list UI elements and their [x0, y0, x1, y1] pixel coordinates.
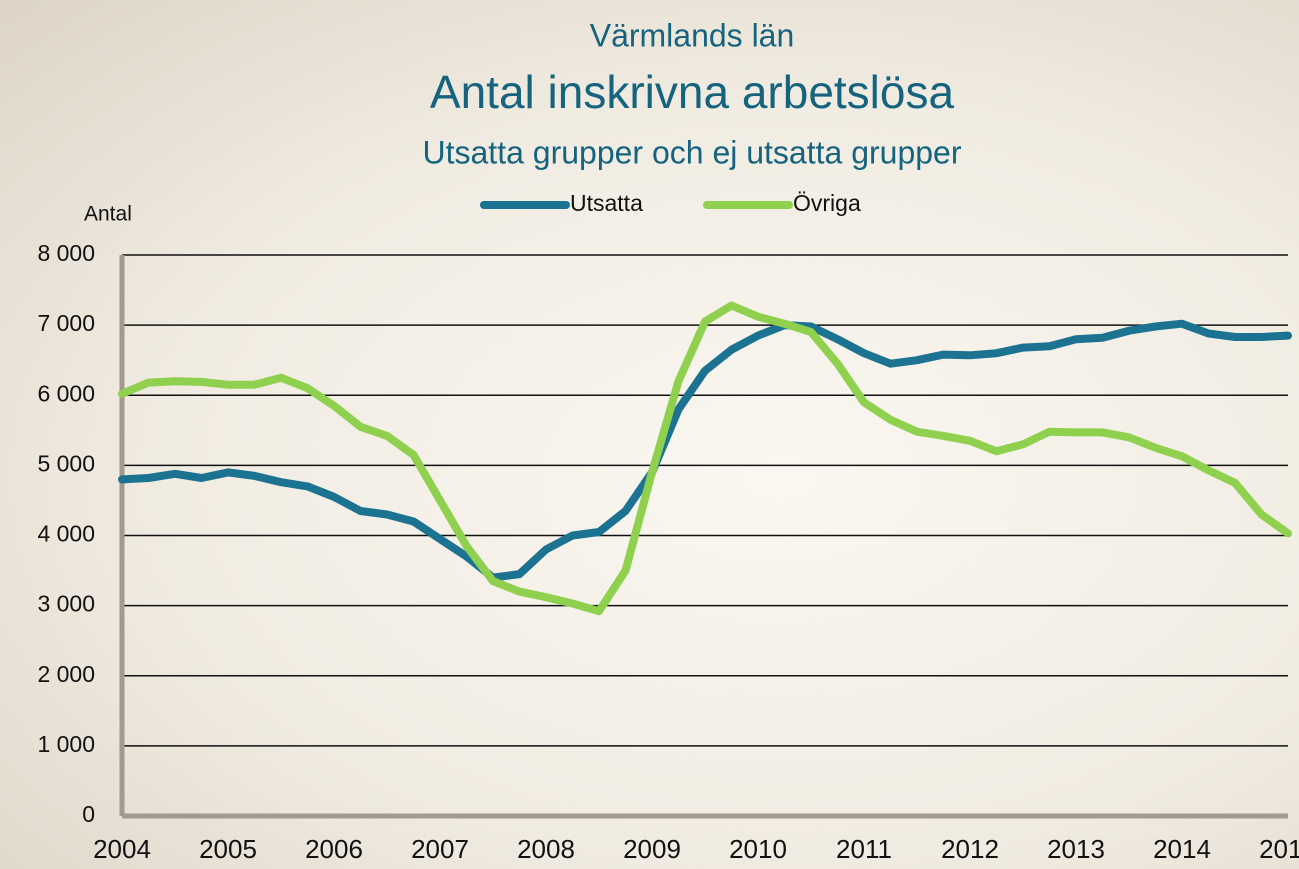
y-tick-label: 0 [82, 801, 95, 827]
x-tick-label: 2004 [93, 834, 151, 864]
y-tick-label: 5 000 [37, 450, 95, 476]
x-tick-label: 2011 [836, 834, 892, 864]
legend-label: Övriga [793, 190, 861, 216]
x-tick-label: 2009 [623, 834, 681, 864]
line-series [118, 301, 1292, 616]
y-tick-label: 8 000 [37, 240, 95, 266]
legend-label: Utsatta [570, 190, 643, 216]
x-tick-label: 2015 [1259, 834, 1299, 864]
chart-supertitle: Värmlands län [590, 17, 795, 53]
y-tick-label: 6 000 [37, 380, 95, 406]
x-tick-label: 2007 [411, 834, 469, 864]
x-tick-label: 2012 [941, 834, 999, 864]
x-tick-label: 2006 [305, 834, 363, 864]
x-tick-label: 2005 [199, 834, 257, 864]
x-tick-label: 2013 [1047, 834, 1105, 864]
line-series [118, 319, 1292, 582]
y-tick-label: 4 000 [37, 521, 95, 547]
y-tick-label: 1 000 [37, 731, 95, 757]
x-tick-label: 2008 [517, 834, 575, 864]
y-tick-label: 2 000 [37, 661, 95, 687]
chart-subtitle: Utsatta grupper och ej utsatta grupper [423, 134, 962, 170]
chart-title: Antal inskrivna arbetslösa [430, 66, 955, 118]
y-axis-label: Antal [84, 203, 132, 226]
x-tick-label: 2014 [1153, 834, 1211, 864]
y-tick-label: 7 000 [37, 310, 95, 336]
y-tick-label: 3 000 [37, 591, 95, 617]
x-tick-label: 2010 [729, 834, 787, 864]
